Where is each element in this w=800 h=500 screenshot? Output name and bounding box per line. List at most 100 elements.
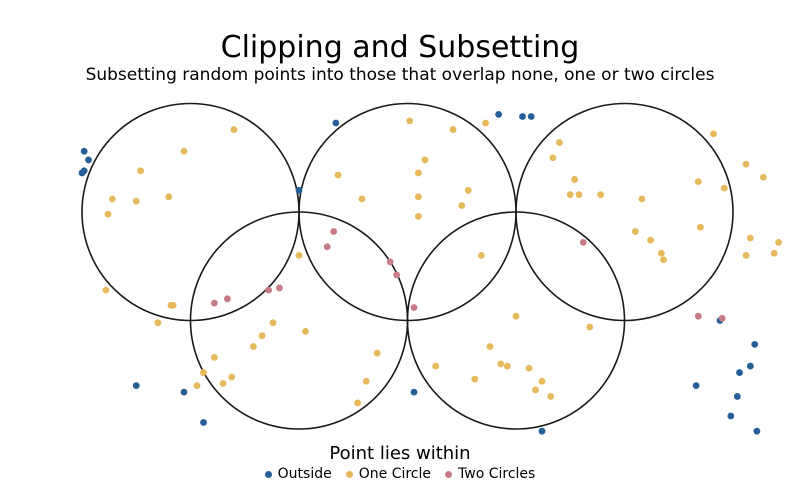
point-outside-8 — [519, 113, 526, 120]
point-one-circle-16 — [449, 126, 457, 133]
point-one-circle-22 — [482, 119, 490, 127]
point-outside-12 — [200, 419, 207, 426]
point-outside-11 — [180, 388, 188, 396]
point-one-circle-7 — [230, 126, 238, 133]
point-one-circle-43 — [742, 252, 750, 259]
point-two-circles-7 — [386, 258, 394, 266]
point-one-circle-46 — [302, 327, 309, 335]
point-one-circle-1 — [108, 195, 116, 203]
circles-layer — [81, 102, 734, 430]
legend-label-one-circle: One Circle — [358, 466, 432, 482]
point-outside-10 — [132, 382, 140, 389]
point-one-circle-20 — [406, 117, 414, 125]
point-one-circle-13 — [358, 195, 366, 203]
point-two-circles-3 — [276, 284, 283, 292]
legend-item-two-circles: Two Circles — [445, 465, 535, 483]
point-one-circle-61 — [497, 360, 505, 368]
point-outside-5 — [295, 186, 303, 194]
point-one-circle-26 — [571, 176, 578, 183]
point-outside-13 — [410, 388, 418, 396]
point-one-circle-50 — [228, 373, 236, 381]
point-one-circle-44 — [477, 252, 485, 259]
point-one-circle-6 — [180, 147, 188, 155]
point-outside-20 — [727, 412, 735, 420]
point-outside-1 — [80, 147, 88, 155]
circle-outline-2 — [298, 102, 517, 322]
point-one-circle-28 — [597, 191, 605, 199]
point-one-circle-60 — [471, 375, 479, 383]
point-one-circle-23 — [549, 154, 557, 162]
legend: Outside One Circle Two Circles — [0, 465, 800, 483]
point-one-circle-38 — [742, 160, 750, 168]
point-one-circle-17 — [458, 202, 466, 209]
point-one-circle-40 — [770, 249, 778, 257]
legend-item-one-circle: One Circle — [345, 465, 432, 483]
point-two-circles-5 — [223, 295, 231, 303]
point-one-circle-65 — [538, 377, 546, 385]
point-one-circle-27 — [575, 191, 583, 199]
point-one-circle-52 — [193, 382, 201, 389]
point-two-circles-4 — [265, 286, 273, 294]
point-two-circles-6 — [210, 299, 218, 307]
point-one-circle-31 — [647, 236, 654, 244]
point-two-circles-8 — [393, 271, 401, 279]
point-one-circle-51 — [210, 353, 218, 361]
point-one-circle-41 — [775, 238, 782, 246]
point-one-circle-33 — [660, 256, 667, 264]
point-one-circle-19 — [414, 193, 422, 201]
point-one-circle-25 — [566, 191, 574, 199]
point-one-circle-62 — [503, 362, 511, 370]
point-one-circle-66 — [525, 364, 533, 372]
points-layer — [78, 110, 782, 435]
point-outside-9 — [527, 113, 535, 120]
legend-label-two-circles: Two Circles — [458, 466, 536, 482]
point-one-circle-42 — [746, 234, 754, 242]
point-two-circles-10 — [694, 312, 702, 320]
point-outside-22 — [753, 427, 761, 435]
point-outside-2 — [85, 156, 92, 164]
point-one-circle-45 — [295, 252, 303, 259]
point-one-circle-39 — [759, 173, 767, 181]
point-one-circle-58 — [512, 312, 520, 320]
point-one-circle-4 — [137, 167, 144, 175]
point-one-circle-14 — [414, 169, 422, 177]
chart-title: Clipping and Subsetting — [220, 30, 580, 65]
point-one-circle-48 — [250, 343, 257, 350]
point-two-circles-1 — [330, 228, 338, 235]
legend-title: Point lies within — [329, 443, 471, 464]
circle-outline-4 — [189, 211, 409, 430]
point-one-circle-8 — [102, 286, 110, 294]
point-one-circle-56 — [362, 377, 370, 385]
point-one-circle-24 — [556, 139, 563, 146]
legend-label-outside: Outside — [277, 466, 332, 482]
point-outside-18 — [736, 369, 743, 376]
point-one-circle-67 — [547, 393, 555, 400]
point-two-circles-12 — [410, 304, 418, 311]
point-one-circle-55 — [373, 349, 381, 357]
legend-dot-outside — [264, 470, 272, 478]
point-one-circle-32 — [657, 249, 665, 257]
point-one-circle-57 — [354, 399, 361, 407]
point-one-circle-30 — [631, 228, 639, 235]
point-one-circle-49 — [269, 319, 277, 327]
point-one-circle-3 — [132, 197, 140, 205]
point-outside-19 — [733, 393, 741, 400]
point-one-circle-53 — [200, 369, 207, 376]
point-two-circles-9 — [579, 238, 587, 246]
point-one-circle-11 — [154, 319, 162, 327]
legend-dot-one-circle — [345, 470, 353, 478]
point-one-circle-18 — [464, 186, 472, 194]
point-one-circle-15 — [421, 156, 429, 164]
legend-dot-two-circles — [445, 470, 453, 478]
point-one-circle-29 — [638, 195, 646, 203]
point-one-circle-36 — [720, 184, 728, 192]
point-two-circles-11 — [718, 314, 726, 322]
point-one-circle-68 — [586, 323, 594, 331]
point-one-circle-10 — [169, 301, 177, 309]
point-one-circle-59 — [432, 362, 440, 370]
legend-item-outside: Outside — [264, 465, 332, 483]
point-one-circle-47 — [258, 332, 266, 340]
point-two-circles-2 — [323, 243, 331, 251]
point-one-circle-12 — [334, 171, 342, 179]
